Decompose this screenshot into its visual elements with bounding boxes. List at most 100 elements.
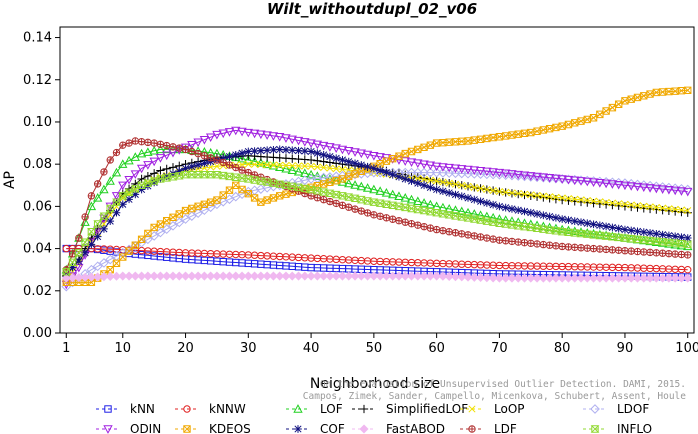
x-tick-label: 90 — [617, 341, 634, 356]
data-point — [532, 192, 542, 201]
data-point — [469, 272, 479, 282]
data-point — [107, 156, 114, 164]
data-point — [645, 273, 655, 283]
data-point — [150, 178, 158, 187]
data-point — [395, 172, 403, 181]
data-point — [182, 146, 189, 153]
data-point — [100, 168, 108, 176]
data-point — [351, 170, 359, 178]
data-point — [419, 271, 429, 281]
plot-frame — [59, 26, 695, 334]
data-point — [483, 134, 491, 143]
data-point — [137, 185, 146, 194]
data-point — [130, 170, 141, 179]
data-point — [245, 169, 252, 176]
data-point — [300, 138, 310, 147]
series-inflo — [61, 171, 693, 276]
data-point — [88, 192, 95, 200]
data-point — [213, 196, 221, 204]
data-point — [106, 156, 114, 164]
data-point — [156, 166, 165, 175]
data-point — [621, 97, 629, 105]
data-point — [475, 167, 486, 176]
data-point — [671, 205, 679, 213]
data-point — [563, 273, 574, 283]
data-point — [219, 191, 227, 199]
data-point — [351, 159, 359, 168]
data-point — [426, 176, 434, 184]
data-point — [683, 187, 693, 197]
data-point — [413, 196, 423, 206]
data-point — [68, 273, 78, 283]
legend-item: LDOF — [583, 402, 649, 416]
data-point — [632, 182, 643, 192]
data-point — [206, 198, 215, 206]
data-point — [489, 133, 497, 142]
data-point — [551, 223, 561, 233]
data-point — [425, 161, 436, 171]
data-point — [87, 192, 96, 200]
data-point — [470, 136, 478, 144]
data-point — [74, 273, 84, 283]
data-point — [583, 115, 591, 124]
data-point — [475, 169, 486, 179]
data-point — [93, 180, 102, 188]
data-point — [199, 135, 210, 145]
data-point — [281, 134, 291, 143]
data-point — [427, 224, 434, 232]
data-point — [112, 148, 121, 157]
data-point — [419, 160, 429, 170]
data-point — [75, 234, 83, 242]
data-point — [331, 271, 341, 281]
data-point — [105, 254, 116, 265]
data-point — [640, 92, 648, 100]
series-layer — [61, 86, 693, 292]
data-point — [471, 232, 478, 240]
data-point — [263, 161, 271, 169]
data-point — [526, 273, 536, 283]
data-point — [256, 271, 266, 281]
data-point — [389, 216, 396, 223]
data-point — [370, 164, 378, 173]
data-point — [590, 245, 597, 252]
data-point — [589, 273, 599, 283]
data-point — [458, 230, 465, 238]
data-point — [269, 145, 278, 154]
data-point — [482, 273, 492, 283]
data-point — [376, 213, 384, 220]
data-point — [100, 225, 108, 233]
data-point — [651, 237, 662, 246]
data-point — [520, 129, 529, 138]
data-point — [288, 146, 297, 155]
data-point — [476, 197, 485, 206]
data-point — [194, 161, 202, 169]
data-point — [551, 174, 561, 184]
data-point — [626, 182, 636, 191]
data-point — [552, 193, 560, 201]
x-tick-label: 80 — [554, 341, 571, 356]
data-point — [684, 251, 692, 259]
data-point — [683, 240, 693, 249]
data-point — [80, 238, 90, 246]
data-point — [483, 185, 491, 194]
data-point — [169, 143, 177, 151]
data-point — [111, 192, 122, 201]
data-point — [206, 154, 215, 162]
data-point — [312, 140, 323, 150]
data-point — [188, 204, 196, 213]
data-point — [237, 127, 247, 137]
data-point — [640, 248, 647, 256]
data-point — [201, 152, 208, 159]
data-point — [677, 206, 685, 214]
data-point — [125, 195, 133, 204]
data-point — [94, 180, 101, 188]
data-point — [218, 129, 228, 139]
data-point — [464, 194, 472, 202]
data-point — [577, 196, 585, 204]
credit-line-2: Campos, Zimek, Sander, Campello, Micenko… — [303, 391, 686, 402]
x-axis: 1 10 20 30 40 50 60 70 80 90 100 — [62, 333, 698, 356]
data-point — [306, 155, 316, 165]
legend-item: SimplifiedLOF — [352, 402, 468, 416]
legend-label: FastABOD — [386, 422, 445, 434]
data-point — [93, 232, 102, 241]
